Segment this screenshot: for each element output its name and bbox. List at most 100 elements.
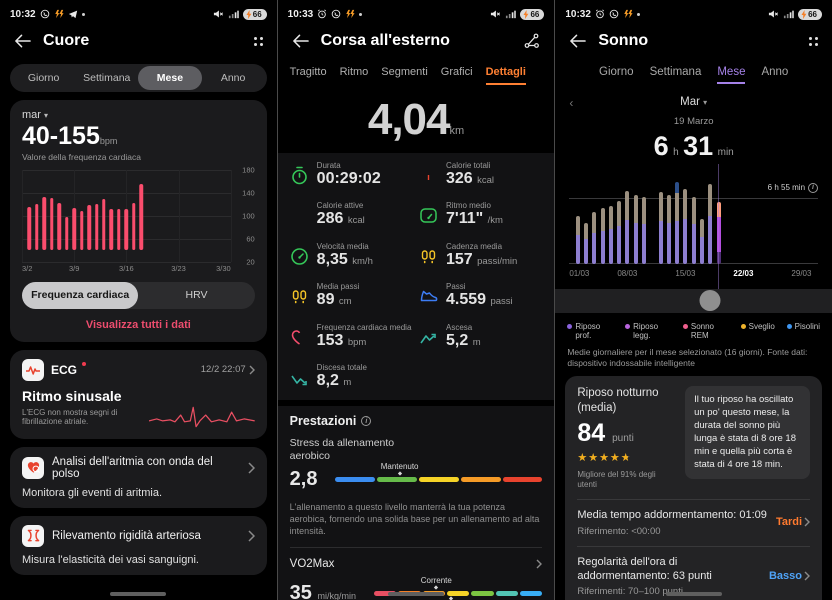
stat-discesa-totale: Discesa totale 8,2 m xyxy=(290,363,413,390)
back-arrow-icon[interactable] xyxy=(569,34,587,48)
legend-dot xyxy=(740,324,746,329)
heart-rate-bar xyxy=(79,211,84,250)
scale-segment xyxy=(471,591,494,597)
battery-indicator: 66 xyxy=(798,8,823,20)
sleep-bar[interactable] xyxy=(691,196,696,264)
toggle-hrv[interactable]: HRV xyxy=(185,289,208,301)
home-indicator[interactable] xyxy=(110,592,167,596)
sleep-bar[interactable] xyxy=(699,218,704,264)
sleep-bar[interactable] xyxy=(617,200,622,264)
charging-bolt-icon xyxy=(246,9,252,19)
x-axis-label: 3/2 xyxy=(22,263,33,273)
heart-rate-card: mar ▾ 40-155bpm Valore della frequenza c… xyxy=(10,100,267,342)
tab-ritmo[interactable]: Ritmo xyxy=(339,66,369,78)
sleep-metric-row[interactable]: Media tempo addormentamento: 01:09 Riferi… xyxy=(577,499,811,537)
home-indicator[interactable] xyxy=(665,592,722,596)
x-axis-label: 3/30 xyxy=(216,263,231,273)
sleep-bar[interactable] xyxy=(641,196,646,264)
new-badge-dot xyxy=(82,361,87,366)
date-slider-track[interactable] xyxy=(555,289,832,313)
tab-settimana[interactable]: Settimana xyxy=(83,72,131,84)
month-selector[interactable]: ‹ Mar ▾ xyxy=(569,96,708,110)
gridline-h xyxy=(22,261,231,263)
y-axis-label: 180 xyxy=(242,165,255,174)
sleep-bar[interactable] xyxy=(575,216,580,264)
notification-dot-icon xyxy=(81,12,85,16)
month-dropdown[interactable]: mar ▾ xyxy=(22,109,49,121)
status-bar: 10:33 66 xyxy=(278,0,555,22)
tab-tragitto[interactable]: Tragitto xyxy=(289,66,327,78)
sleep-period-tabs: Giorno Settimana Mese Anno xyxy=(555,66,832,84)
ecg-card[interactable]: ECG 12/2 22:07 Ritmo sinusale L'ECG non … xyxy=(10,349,267,439)
back-arrow-icon[interactable] xyxy=(292,34,309,48)
tab-mese[interactable]: Mese xyxy=(717,66,746,84)
tab-settimana[interactable]: Settimana xyxy=(649,66,702,78)
overflow-menu-icon[interactable] xyxy=(253,36,263,46)
sleep-bar[interactable] xyxy=(608,205,613,264)
heart-header: Cuore xyxy=(0,22,277,58)
sleep-metric-row[interactable]: Regolarità dell'ora di addormentamento: … xyxy=(577,545,811,597)
signal-icon xyxy=(506,10,517,19)
heart-rate-range: 40-155bpm xyxy=(22,122,118,150)
legend-dot xyxy=(786,324,792,329)
sleep-bar[interactable] xyxy=(600,208,605,264)
overflow-menu-icon[interactable] xyxy=(809,36,819,46)
heart-icon xyxy=(291,329,300,345)
chevron-right-icon xyxy=(248,529,255,542)
y-axis-label: 140 xyxy=(242,188,255,197)
sleep-bar[interactable] xyxy=(708,184,713,264)
flame-icon xyxy=(427,175,430,180)
toggle-frequenza-cardiaca[interactable]: Frequenza cardiaca xyxy=(22,281,139,309)
arrhythmia-card[interactable]: Analisi dell'aritmia con onda del polso … xyxy=(10,446,267,508)
sleep-note: Medie giornaliere per il mese selezionat… xyxy=(567,347,808,369)
scale-marker-tick xyxy=(397,470,402,476)
date-slider-handle[interactable] xyxy=(699,290,721,311)
sleep-bar[interactable] xyxy=(625,191,630,264)
stat-cadenza-media: Cadenza media 157 passi/min xyxy=(419,242,542,269)
tab-dettagli[interactable]: Dettagli xyxy=(485,66,526,85)
view-all-data-link[interactable]: Visualizza tutti i dati xyxy=(85,318,191,331)
info-icon[interactable]: i xyxy=(808,182,819,193)
heart-rate-bar xyxy=(35,204,39,250)
mute-icon xyxy=(213,10,223,18)
battery-indicator: 66 xyxy=(242,8,267,20)
sleep-bar[interactable] xyxy=(666,195,671,264)
run-tabs: Tragitto Ritmo Segmenti Grafici Dettagli xyxy=(278,66,555,85)
charging-bolt-icon xyxy=(523,9,529,19)
sleep-bar[interactable] xyxy=(675,181,680,264)
arterial-stiffness-card[interactable]: Rilevamento rigidità arteriosa Misura l'… xyxy=(10,515,267,575)
stat-frequenza-cardiaca-media: Frequenza cardiaca media 153 bpm xyxy=(290,323,413,350)
legend-item: Riposo prof. xyxy=(567,322,613,340)
sleep-bar[interactable] xyxy=(633,195,638,264)
run-stats-grid: Durata 00:29:02 Calorie totali 326 kcal Calo… xyxy=(290,161,543,390)
home-indicator[interactable] xyxy=(388,592,444,596)
mute-icon xyxy=(491,10,501,18)
tab-giorno[interactable]: Giorno xyxy=(27,72,60,84)
heart-rate-bar xyxy=(50,198,54,250)
sleep-bar[interactable] xyxy=(592,212,597,264)
tab-anno[interactable]: Anno xyxy=(220,72,246,84)
sleep-bar[interactable] xyxy=(658,192,663,264)
tab-anno[interactable]: Anno xyxy=(761,66,789,78)
heart-rate-bar xyxy=(124,208,129,250)
heart-rate-bar xyxy=(139,183,143,250)
route-share-icon[interactable] xyxy=(524,33,540,49)
info-icon[interactable]: i xyxy=(361,416,372,427)
tab-segmenti[interactable]: Segmenti xyxy=(381,66,428,78)
back-arrow-icon[interactable] xyxy=(14,34,31,48)
sleep-bar-selected[interactable] xyxy=(716,201,721,264)
previous-month-chevron[interactable]: ‹ xyxy=(569,96,574,110)
chevron-right-icon[interactable] xyxy=(536,559,543,569)
heart-rate-bar xyxy=(94,204,99,250)
heart-rate-bar xyxy=(64,217,69,250)
heart-rate-bar xyxy=(87,205,91,250)
tab-mese[interactable]: Mese xyxy=(138,66,202,90)
stat-ascesa: Ascesa 5,2 m xyxy=(419,323,542,350)
footprints-icon xyxy=(292,290,306,304)
sleep-bar[interactable] xyxy=(683,189,688,264)
sleep-bar[interactable] xyxy=(583,222,588,264)
scale-marker-label: Mantenuto xyxy=(380,461,419,471)
tab-grafici[interactable]: Grafici xyxy=(440,66,473,78)
scale-segment xyxy=(502,476,543,482)
tab-giorno[interactable]: Giorno xyxy=(599,66,634,78)
